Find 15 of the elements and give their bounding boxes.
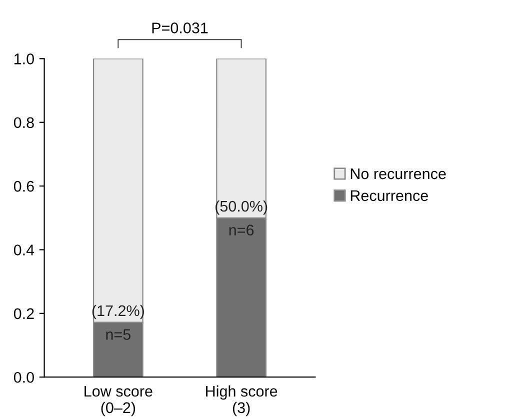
x-tick-label: High score (3) (206, 385, 278, 416)
y-tick-label: 0.6 (14, 180, 34, 192)
y-tick-label: 0.8 (14, 117, 34, 128)
y-tick-label: 0.0 (14, 372, 34, 383)
y-tick-label: 0.2 (14, 308, 34, 320)
y-tick-label: 0.4 (14, 244, 34, 256)
annotation: n=6 (229, 224, 254, 236)
y-tick-label: 1.0 (14, 54, 34, 64)
data-label: (17.2%) (92, 304, 144, 320)
annotation: n=5 (106, 329, 130, 340)
x-tick-label: Low score (0–2) (84, 386, 152, 416)
text: P=0.031 (152, 22, 208, 34)
legend-label: Recurrence (350, 190, 428, 202)
legend-label: No recurrence (350, 168, 446, 180)
data-label: (50.0%) (216, 200, 268, 215)
